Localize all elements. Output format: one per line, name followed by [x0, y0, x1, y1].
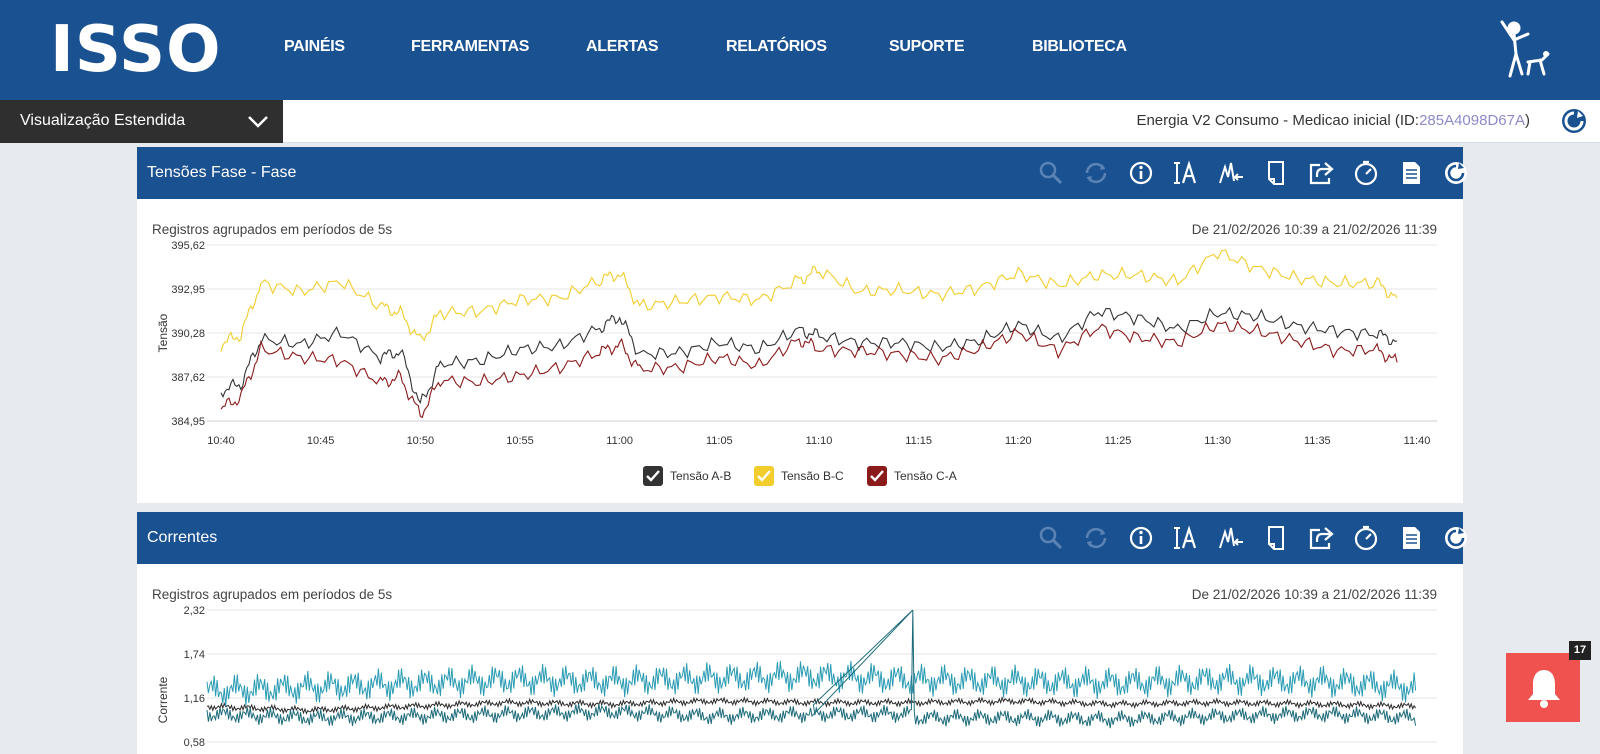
current-panel-header: Correntes — [137, 512, 1467, 564]
nav-item-biblioteca[interactable]: BIBLIOTECA — [1032, 38, 1127, 55]
voltage-panel-header: Tensões Fase - Fase — [137, 147, 1467, 199]
y-tick-label: 395,62 — [171, 240, 205, 252]
alerts-bell-button[interactable] — [1506, 653, 1580, 722]
reload-icon[interactable] — [1560, 107, 1588, 135]
x-tick-label: 11:15 — [905, 435, 932, 447]
font-size-icon[interactable] — [1172, 524, 1200, 552]
nav-item-suporte[interactable]: SUPORTE — [889, 38, 965, 55]
current-date-range: De 21/02/2026 10:39 a 21/02/2026 11:39 — [1191, 587, 1437, 602]
y-tick-label: 390,28 — [171, 328, 205, 340]
series-line — [220, 306, 1398, 404]
isso-logo[interactable]: ISSO — [50, 13, 222, 87]
series-line — [206, 660, 1417, 707]
page-icon[interactable] — [1262, 159, 1290, 187]
page-icon[interactable] — [1262, 524, 1290, 552]
x-tick-label: 10:40 — [207, 435, 235, 447]
y-tick-label: 0,58 — [184, 737, 205, 749]
nav-item-paineis[interactable]: PAINÉIS — [284, 38, 345, 55]
view-mode-value: Visualização Estendida — [20, 112, 186, 129]
y-tick-label: 1,16 — [184, 693, 205, 705]
x-tick-label: 11:00 — [606, 435, 633, 447]
device-label: Energia V2 Consumo - Medicao inicial (ID… — [1136, 112, 1420, 129]
y-axis-label: Corrente — [156, 676, 170, 723]
zoom-icon[interactable] — [1037, 524, 1065, 552]
y-axis-label: Tensão — [156, 313, 170, 352]
reload-icon[interactable] — [1442, 159, 1470, 187]
current-chart: 2,32 1,74 1,16 0,58 Corrente — [156, 605, 1437, 749]
reload-icon[interactable] — [1442, 524, 1470, 552]
nav-item-alertas[interactable]: ALERTAS — [586, 38, 659, 55]
x-tick-label: 11:20 — [1005, 435, 1032, 447]
voltage-legend: Tensão A-B Tensão B-C Tensão C-A — [0, 466, 1326, 488]
info-icon[interactable] — [1127, 524, 1155, 552]
peaks-icon[interactable] — [1217, 524, 1245, 552]
clock-icon[interactable] — [1352, 524, 1380, 552]
x-tick-label: 10:50 — [407, 435, 435, 447]
alerts-count-badge: 17 — [1569, 641, 1591, 660]
series-line — [220, 249, 1398, 352]
share-icon[interactable] — [1307, 159, 1335, 187]
device-label-suffix: ) — [1525, 112, 1530, 129]
bell-icon — [1528, 670, 1560, 708]
x-tick-label: 11:40 — [1404, 435, 1431, 447]
report-icon[interactable] — [1397, 524, 1425, 552]
x-tick-label: 10:45 — [307, 435, 335, 447]
x-tick-label: 11:10 — [806, 435, 833, 447]
series-line — [206, 609, 1417, 729]
view-mode-select[interactable]: Visualização Estendida — [0, 100, 283, 143]
report-icon[interactable] — [1397, 159, 1425, 187]
y-tick-label: 2,32 — [184, 605, 205, 617]
y-tick-label: 387,62 — [171, 372, 205, 384]
series-line — [220, 320, 1398, 419]
x-tick-label: 11:05 — [706, 435, 733, 447]
peaks-icon[interactable] — [1217, 159, 1245, 187]
mascot-logo-icon — [1500, 20, 1550, 78]
refresh-icon[interactable] — [1082, 159, 1110, 187]
zoom-icon[interactable] — [1037, 159, 1065, 187]
chevron-down-icon — [248, 116, 268, 128]
checkbox-checked-icon — [867, 466, 887, 486]
current-panel-title: Correntes — [147, 529, 218, 546]
legend-label-ca: Tensão C-A — [894, 469, 957, 483]
info-icon[interactable] — [1127, 159, 1155, 187]
x-tick-label: 11:30 — [1204, 435, 1231, 447]
x-tick-label: 11:35 — [1304, 435, 1331, 447]
current-grouping-note: Registros agrupados em períodos de 5s — [152, 587, 393, 602]
legend-label-ab: Tensão A-B — [670, 469, 732, 483]
top-navigation-bar: ISSO PAINÉIS FERRAMENTAS ALERTAS RELATÓR… — [0, 0, 1600, 100]
nav-item-ferramentas[interactable]: FERRAMENTAS — [411, 38, 530, 55]
legend-label-bc: Tensão B-C — [781, 469, 844, 483]
clock-icon[interactable] — [1352, 159, 1380, 187]
y-tick-label: 1,74 — [184, 649, 205, 661]
checkbox-checked-icon — [754, 466, 774, 486]
x-tick-label: 11:25 — [1105, 435, 1132, 447]
voltage-date-range: De 21/02/2026 10:39 a 21/02/2026 11:39 — [1191, 222, 1437, 237]
device-id: 285A4098D67A — [1419, 112, 1525, 129]
context-bar: Visualização Estendida Energia V2 Consum… — [0, 100, 1600, 143]
checkbox-checked-icon — [643, 466, 663, 486]
voltage-panel: Tensões Fase - Fase Registros agrupados … — [137, 147, 1467, 503]
font-size-icon[interactable] — [1172, 159, 1200, 187]
y-tick-label: 392,95 — [171, 284, 205, 296]
x-tick-label: 10:55 — [506, 435, 534, 447]
voltage-panel-title: Tensões Fase - Fase — [147, 164, 297, 181]
y-tick-label: 384,95 — [171, 416, 205, 428]
voltage-grouping-note: Registros agrupados em períodos de 5s — [152, 222, 393, 237]
share-icon[interactable] — [1307, 524, 1335, 552]
refresh-icon[interactable] — [1082, 524, 1110, 552]
nav-item-relatorios[interactable]: RELATÓRIOS — [726, 38, 827, 55]
device-info: Energia V2 Consumo - Medicao inicial (ID… — [1136, 112, 1530, 129]
series-line — [206, 696, 1417, 715]
